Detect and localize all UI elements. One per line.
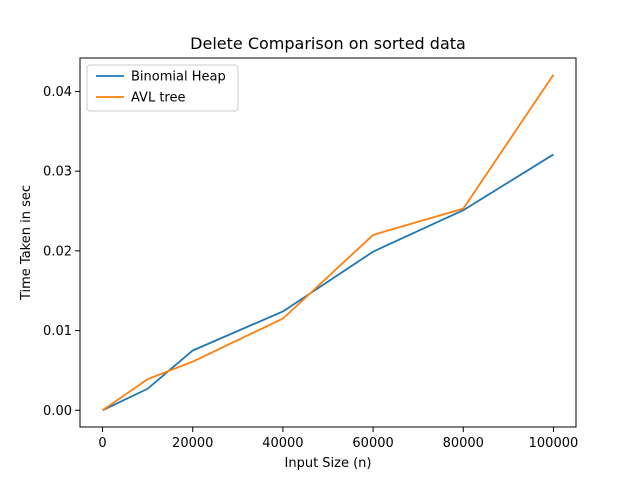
y-tick-label: 0.04 — [43, 85, 72, 100]
x-tick-label: 60000 — [352, 436, 393, 451]
data-point-binomial-heap-4 — [372, 250, 374, 252]
legend-label-avl-tree: AVL tree — [131, 91, 185, 106]
y-tick-label: 0.03 — [43, 165, 72, 180]
data-point-binomial-heap-6 — [552, 153, 554, 155]
series-line-binomial-heap — [102, 153, 554, 412]
data-point-avl-tree-3 — [282, 317, 284, 319]
x-tick-label: 40000 — [262, 436, 303, 451]
data-point-avl-tree-1 — [146, 378, 148, 380]
x-tick-label: 80000 — [443, 436, 484, 451]
chart-title: Delete Comparison on sorted data — [190, 34, 466, 53]
data-point-binomial-heap-3 — [282, 310, 284, 312]
y-tick-label: 0.02 — [43, 244, 72, 259]
x-tick-label: 100000 — [529, 436, 579, 451]
legend-box — [86, 64, 239, 112]
data-point-avl-tree-4 — [372, 234, 374, 236]
legend-label-binomial-heap: Binomial Heap — [131, 70, 226, 85]
data-point-avl-tree-6 — [552, 74, 554, 76]
legend: Binomial Heap AVL tree — [86, 64, 239, 112]
data-point-avl-tree-5 — [462, 207, 464, 209]
y-axis-ticks: 0.00 0.01 0.02 0.03 0.04 — [43, 85, 80, 419]
data-point-avl-tree-0 — [101, 409, 103, 411]
y-tick-label: 0.01 — [43, 324, 72, 339]
y-axis-label: Time Taken in sec — [19, 185, 34, 301]
data-point-binomial-heap-1 — [146, 388, 148, 390]
series-layer — [101, 74, 555, 412]
x-axis-ticks: 0 20000 40000 60000 80000 100000 — [98, 427, 578, 451]
data-point-avl-tree-2 — [192, 360, 194, 362]
y-tick-label: 0.00 — [43, 404, 72, 419]
x-tick-label: 20000 — [172, 436, 213, 451]
series-line-avl-tree — [102, 74, 555, 412]
x-tick-label: 0 — [98, 436, 106, 451]
data-point-binomial-heap-2 — [192, 349, 194, 351]
axes-frame — [79, 57, 577, 428]
plot-area: 0 20000 40000 60000 80000 100000 0.00 0.01 0.02… — [43, 57, 578, 451]
x-axis-label: Input Size (n) — [285, 456, 372, 471]
